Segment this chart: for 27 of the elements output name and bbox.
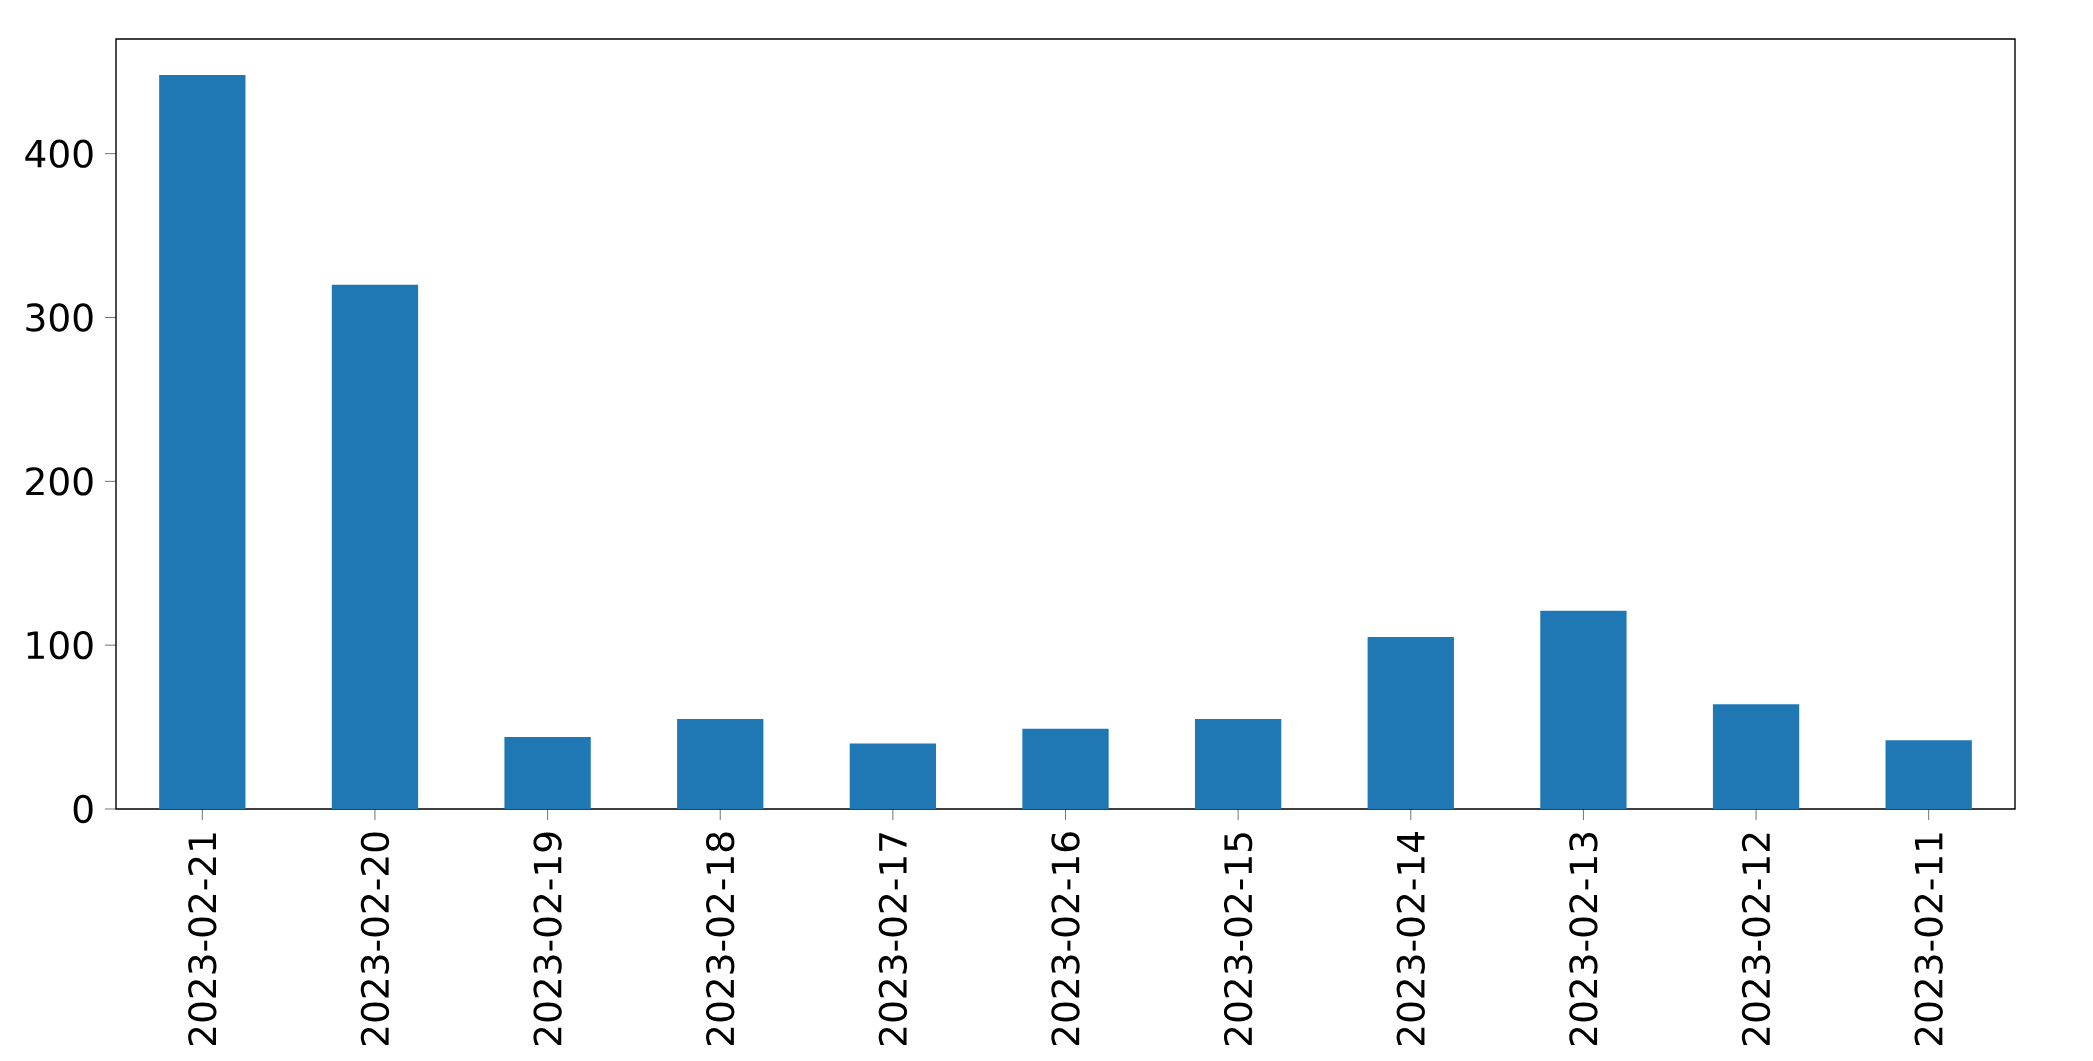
x-tick-label: 2023-02-21	[188, 833, 217, 1046]
y-tick-label: 0	[73, 794, 93, 824]
bar	[504, 736, 591, 809]
y-tick-label: 200	[26, 467, 93, 496]
y-tick-label: 400	[25, 139, 93, 168]
bar	[1022, 728, 1109, 809]
y-tick-label: 300	[26, 303, 93, 332]
bar	[1885, 740, 1972, 809]
y-tick-label: 100	[27, 630, 93, 660]
bar	[1540, 610, 1627, 809]
bar	[159, 75, 246, 809]
bar	[331, 284, 419, 809]
x-tick-label: 2023-02-16	[1051, 832, 1080, 1046]
x-tick-label: 2023-02-14	[1396, 832, 1425, 1046]
bar	[677, 718, 764, 809]
bar	[1367, 636, 1454, 809]
x-tick-label: 2023-02-15	[1223, 833, 1253, 1046]
x-tick-label: 2023-02-11	[1914, 833, 1943, 1046]
x-tick-label: 2023-02-20	[360, 832, 390, 1046]
bar	[1194, 718, 1282, 809]
x-tick-label: 2023-02-19	[533, 832, 562, 1046]
x-tick-label: 2023-02-12	[1741, 833, 1771, 1046]
x-tick-label: 2023-02-18	[706, 832, 735, 1046]
bar	[849, 743, 937, 809]
bar	[1712, 704, 1800, 809]
x-tick-label: 2023-02-13	[1569, 832, 1598, 1046]
x-tick-label: 2023-02-17	[878, 833, 908, 1046]
